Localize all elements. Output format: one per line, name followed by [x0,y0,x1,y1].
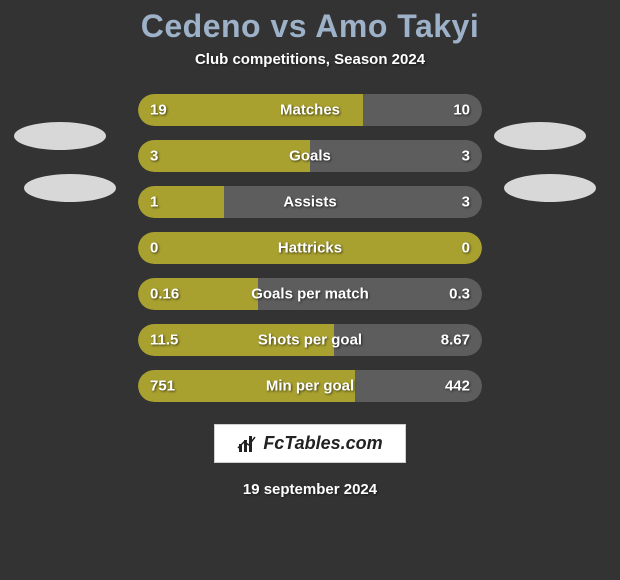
value-left: 0 [150,240,158,257]
value-right: 3 [462,194,470,211]
player-photo-placeholder [504,174,596,202]
value-right: 442 [445,378,470,395]
date: 19 september 2024 [243,481,377,498]
stats-rows: 19 Matches 10 3 Goals 3 1 Assists 3 0 Hattricks 0 0.… [138,94,482,402]
value-left: 751 [150,378,175,395]
value-right: 10 [453,102,470,119]
stat-label: Hattricks [278,240,342,257]
player-photo-placeholder [24,174,116,202]
value-right: 0.3 [449,286,470,303]
stat-label: Matches [280,102,340,119]
stat-row: 0.16 Goals per match 0.3 [138,278,482,310]
title: Cedeno vs Amo Takyi [141,8,479,45]
stat-label: Shots per goal [258,332,362,349]
value-left: 19 [150,102,167,119]
bar-left [138,140,310,172]
value-left: 1 [150,194,158,211]
player-photo-placeholder [494,122,586,150]
bar-right [224,186,482,218]
subtitle: Club competitions, Season 2024 [195,51,425,68]
value-left: 0.16 [150,286,179,303]
value-right: 0 [462,240,470,257]
stat-label: Goals per match [251,286,369,303]
stat-row: 0 Hattricks 0 [138,232,482,264]
stat-row: 1 Assists 3 [138,186,482,218]
value-right: 3 [462,148,470,165]
chart-icon [237,434,257,454]
stat-row: 751 Min per goal 442 [138,370,482,402]
bar-right [310,140,482,172]
stat-row: 11.5 Shots per goal 8.67 [138,324,482,356]
stat-label: Min per goal [266,378,354,395]
player-photo-placeholder [14,122,106,150]
value-left: 3 [150,148,158,165]
logo-text: FcTables.com [263,433,382,454]
stat-label: Goals [289,148,331,165]
logo-box: FcTables.com [214,424,405,463]
stat-row: 19 Matches 10 [138,94,482,126]
stat-label: Assists [283,194,336,211]
infographic-container: Cedeno vs Amo Takyi Club competitions, S… [0,0,620,580]
stat-row: 3 Goals 3 [138,140,482,172]
value-right: 8.67 [441,332,470,349]
value-left: 11.5 [150,332,178,349]
